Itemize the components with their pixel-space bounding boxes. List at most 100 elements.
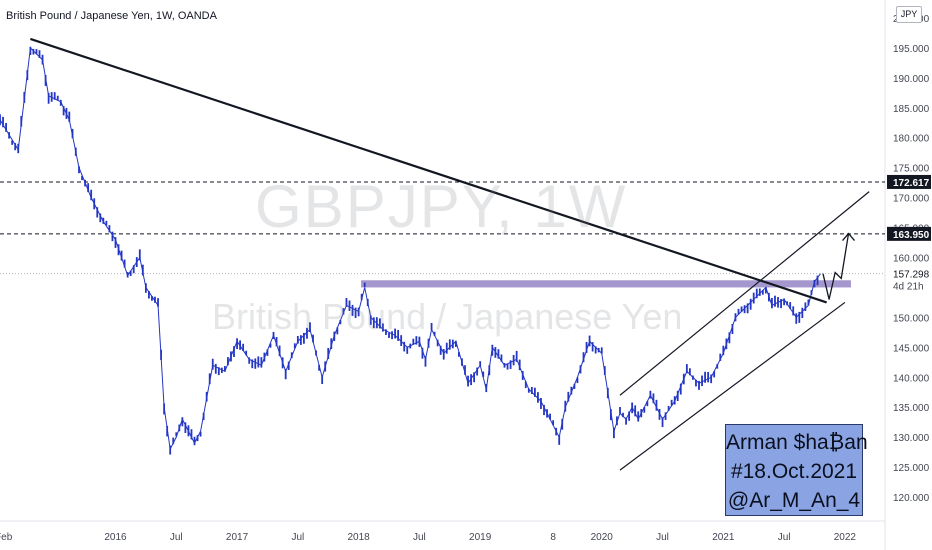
candle (181, 417, 184, 427)
x-tick-label: 2019 (469, 532, 492, 543)
y-tick-label: 125.000 (893, 463, 930, 474)
y-tick-label: 180.000 (893, 134, 930, 145)
x-tick-label: 2021 (712, 532, 735, 543)
x-tick-label: Jul (291, 532, 304, 543)
candle (406, 346, 409, 354)
trendline (619, 191, 870, 396)
trendline (30, 37, 827, 304)
candle (148, 291, 150, 299)
candle (47, 92, 50, 104)
candle (454, 340, 457, 347)
candle (32, 48, 35, 55)
candle (236, 338, 238, 349)
candle (257, 356, 260, 368)
candle (318, 364, 321, 371)
candle (533, 387, 536, 397)
candle (458, 352, 460, 357)
projection-arrow-head (842, 232, 856, 241)
candle (628, 411, 631, 421)
candle (309, 322, 311, 333)
candle (245, 350, 248, 356)
candle (190, 429, 193, 440)
candle (62, 106, 65, 116)
candle (719, 353, 722, 361)
candle (114, 237, 117, 248)
candle (755, 288, 758, 299)
y-tick-label: 120.000 (893, 493, 930, 504)
y-tick-label: 135.000 (893, 403, 930, 414)
price-label: 163.950 (893, 230, 930, 241)
candle (679, 383, 682, 395)
candle (330, 338, 333, 349)
currency-button[interactable]: JPY (896, 6, 922, 23)
candle (731, 324, 734, 334)
candle (761, 289, 764, 295)
candle (397, 329, 400, 341)
candle (537, 392, 539, 403)
candle (321, 375, 324, 384)
candle (184, 422, 187, 434)
watermark-symbol: GBPJPY, 1W (255, 173, 628, 240)
y-tick-label: 170.000 (893, 194, 930, 205)
candle (445, 342, 448, 354)
candle (278, 345, 281, 357)
candle (208, 373, 211, 385)
candle (740, 306, 743, 312)
candle (764, 287, 767, 294)
candle (688, 368, 691, 376)
candle (14, 143, 17, 151)
x-tick-label: 2022 (834, 532, 857, 543)
candle (573, 383, 576, 389)
candle (303, 332, 305, 344)
candle (372, 317, 375, 329)
candle (433, 331, 436, 336)
candle (211, 358, 214, 370)
candle (175, 432, 178, 437)
candle (591, 342, 594, 352)
y-tick-label: 195.000 (893, 44, 930, 55)
candle (214, 363, 217, 374)
candle (600, 347, 603, 354)
candle (558, 435, 561, 445)
candle (351, 304, 354, 316)
candle (500, 354, 503, 362)
candle (275, 337, 278, 347)
candle (813, 279, 816, 288)
price-label-countdown: 4d 21h (893, 282, 924, 293)
candle (695, 379, 697, 387)
y-tick-label: 175.000 (893, 164, 930, 175)
candle (400, 335, 403, 346)
candle (154, 296, 156, 303)
candle (35, 49, 38, 55)
candle (345, 297, 348, 307)
candle (652, 393, 655, 404)
candle (312, 334, 314, 343)
candle (622, 412, 624, 418)
candle (78, 166, 80, 174)
candle (360, 293, 363, 301)
candle (151, 296, 153, 301)
candle (53, 92, 56, 100)
watermark-name: British Pound / Japanese Yen (212, 296, 683, 337)
chart-header-title: British Pound / Japanese Yen, 1W, OANDA (6, 10, 217, 22)
candle (436, 339, 439, 347)
candle (713, 371, 716, 378)
candle (227, 357, 229, 366)
candle (661, 417, 664, 428)
candle (421, 347, 424, 359)
candle (530, 387, 533, 394)
candle (217, 367, 220, 376)
candle (284, 369, 287, 380)
candle (634, 405, 637, 417)
candle (348, 300, 351, 311)
candle (801, 307, 804, 319)
candle (287, 361, 290, 370)
candle (643, 407, 646, 413)
candle (378, 318, 381, 329)
candle (594, 346, 597, 354)
candle (482, 371, 485, 378)
candle (339, 319, 342, 325)
candle (233, 346, 235, 358)
candle (87, 183, 90, 193)
candle (391, 331, 393, 340)
